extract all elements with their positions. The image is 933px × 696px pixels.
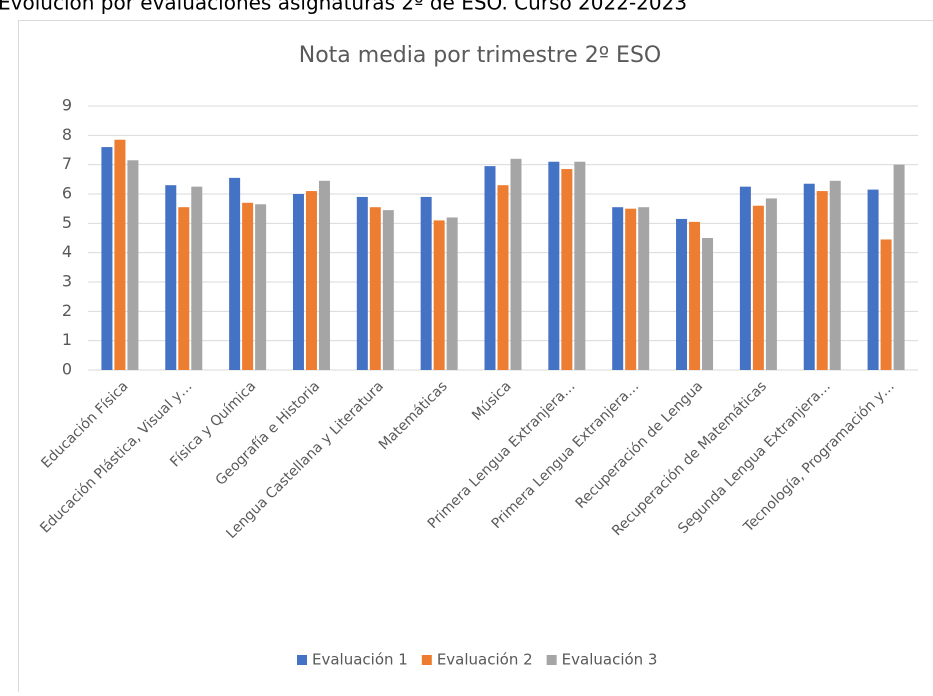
- y-tick-label: 6: [62, 184, 72, 203]
- bar: [383, 210, 394, 370]
- y-tick-label: 2: [62, 301, 72, 320]
- chart-frame: [19, 21, 933, 693]
- y-tick-label: 5: [62, 213, 72, 232]
- bar: [511, 159, 522, 370]
- bar: [421, 197, 432, 370]
- bar: [255, 204, 266, 370]
- bar: [165, 185, 176, 370]
- bar: [740, 187, 751, 370]
- bar: [702, 238, 713, 370]
- bar: [447, 217, 458, 370]
- bar: [894, 165, 905, 370]
- bar: [498, 185, 509, 370]
- legend-swatch: [547, 655, 557, 665]
- y-tick-label: 8: [62, 125, 72, 144]
- bar: [229, 178, 240, 370]
- bar: [434, 220, 445, 370]
- legend-swatch: [422, 655, 432, 665]
- bar: [306, 191, 317, 370]
- y-tick-label: 3: [62, 272, 72, 291]
- bar: [293, 194, 304, 370]
- bar: [370, 207, 381, 370]
- bar: [485, 166, 496, 370]
- bar: [357, 197, 368, 370]
- bar: [881, 239, 892, 370]
- bar: [766, 198, 777, 370]
- bar: [753, 206, 764, 370]
- bar: [676, 219, 687, 370]
- y-tick-label: 1: [62, 330, 72, 349]
- bar: [319, 181, 330, 370]
- bar: [689, 222, 700, 370]
- legend-swatch: [297, 655, 307, 665]
- bar: [178, 207, 189, 370]
- bar: [242, 203, 253, 370]
- bar: [548, 162, 559, 370]
- y-tick-label: 7: [62, 154, 72, 173]
- bar: [114, 140, 125, 370]
- chart-title: Nota media por trimestre 2º ESO: [299, 43, 661, 68]
- bar: [101, 147, 112, 370]
- y-tick-label: 0: [62, 360, 72, 379]
- y-tick-label: 9: [62, 96, 72, 115]
- bar: [830, 181, 841, 370]
- bar: [638, 207, 649, 370]
- bar: [127, 160, 138, 370]
- bar: [868, 190, 879, 370]
- bar: [612, 207, 623, 370]
- bar: [561, 169, 572, 370]
- legend-label: Evaluación 3: [562, 651, 658, 669]
- bar: [625, 209, 636, 370]
- bar: [574, 162, 585, 370]
- bar: [817, 191, 828, 370]
- legend-label: Evaluación 1: [312, 651, 408, 669]
- page-header: Evolución por evaluaciones asignaturas 2…: [0, 0, 687, 15]
- legend-label: Evaluación 2: [437, 651, 533, 669]
- bar: [191, 187, 202, 370]
- y-tick-label: 4: [62, 242, 72, 261]
- bar: [804, 184, 815, 370]
